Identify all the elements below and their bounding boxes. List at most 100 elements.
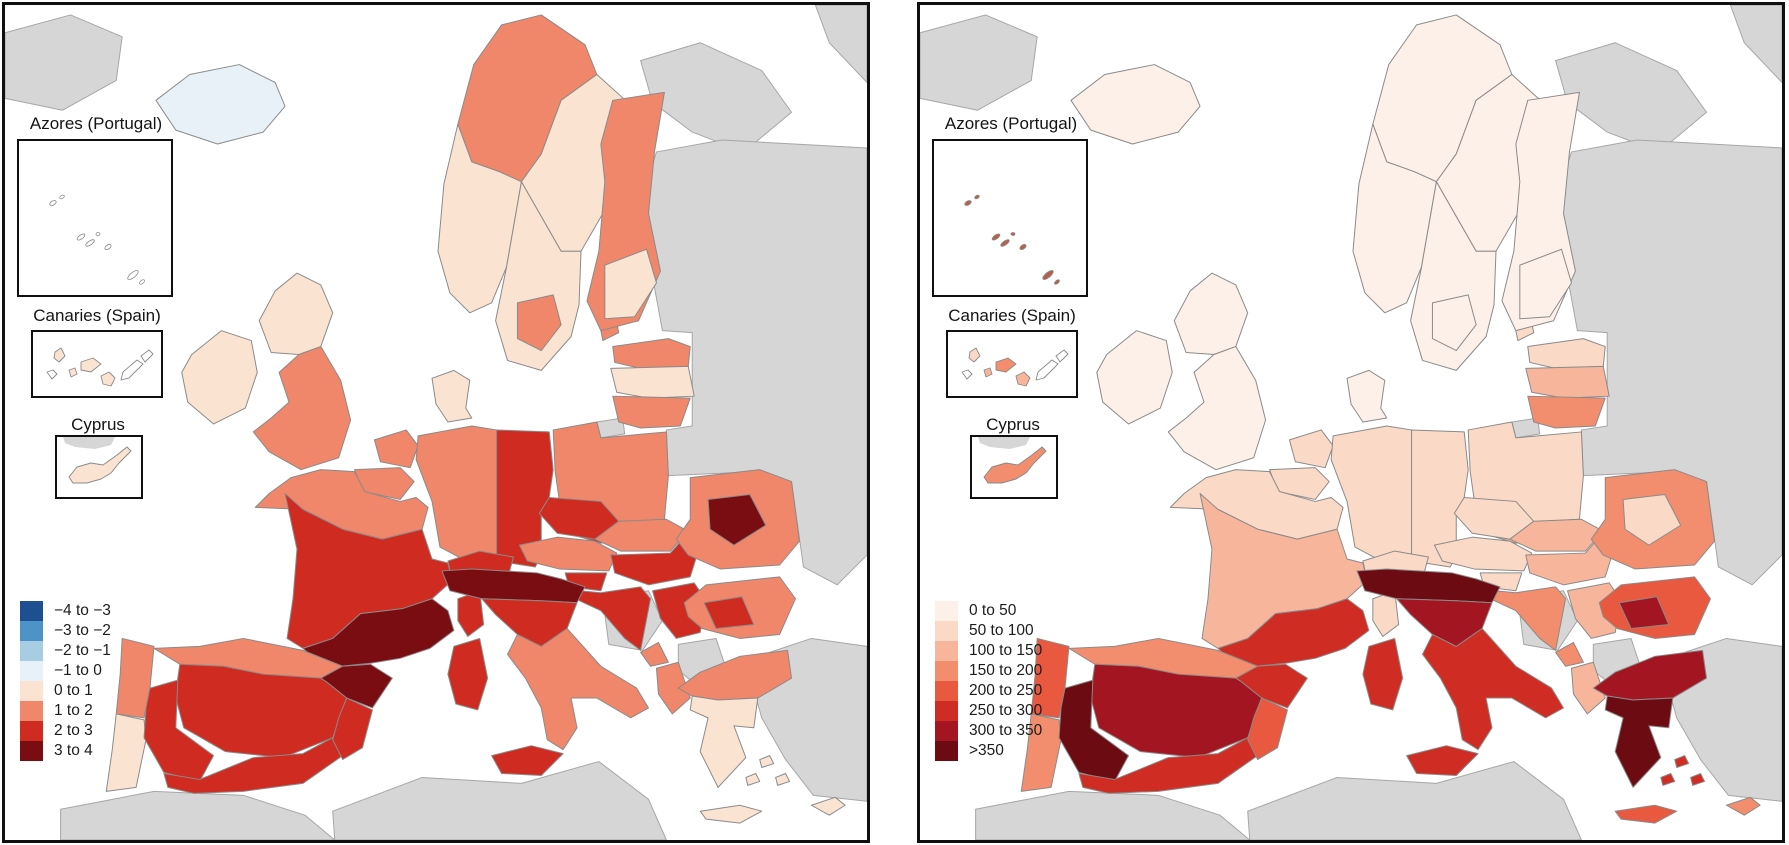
region-cyprus-map [810, 796, 846, 816]
region-italy-north [441, 568, 586, 604]
azores-island [49, 200, 57, 206]
azores-islands-map [49, 194, 145, 285]
azores-island [127, 270, 139, 280]
legend-item: 250 to 300 [935, 701, 1042, 721]
inset-label-cyprus: Cyprus [986, 415, 1040, 434]
legend-item: 200 to 250 [935, 681, 1042, 701]
region-uk-england [1167, 346, 1267, 471]
region-aegean-2 [1690, 772, 1706, 786]
region-uk-scotland [258, 272, 334, 355]
azores-island [1042, 270, 1054, 280]
legend-swatch [20, 681, 43, 701]
canary-hierro [961, 369, 973, 380]
canary-gomera [983, 367, 993, 378]
legend-label: 0 to 50 [969, 602, 1017, 619]
europe-choropleth-left [5, 5, 867, 840]
region-hungary [610, 534, 701, 586]
canary-tenerife [80, 357, 102, 373]
canary-fuerteventura [1035, 359, 1059, 381]
region-greece-south [689, 695, 759, 788]
canary-lanzarote [1055, 349, 1069, 363]
legend-item: 50 to 100 [935, 621, 1042, 641]
canary-lanzarote [140, 349, 154, 363]
legend-swatch [935, 641, 958, 661]
region-sicily [491, 745, 564, 776]
region-cyprus-map [1725, 796, 1761, 816]
legend-item: 1 to 2 [20, 701, 111, 721]
europe-choropleth-right [920, 5, 1782, 840]
azores-island [991, 233, 1001, 241]
region-denmark [431, 369, 473, 423]
region-albania [655, 661, 691, 715]
legend-label: 2 to 3 [54, 722, 93, 739]
land-africa-west [60, 790, 336, 840]
legend-item: −2 to −1 [20, 641, 111, 661]
region-estonia [1527, 338, 1606, 369]
azores-island [1010, 232, 1016, 236]
canary-hierro [46, 369, 58, 380]
legend-swatch [20, 721, 43, 741]
legend-label: −1 to 0 [54, 662, 102, 679]
region-germany-west [1330, 425, 1413, 564]
land-russia-belarus-ukraine [640, 139, 867, 586]
map-panel-right: Azores (Portugal) Canaries (Spain) Cypru… [917, 2, 1785, 843]
legend-swatch [935, 621, 958, 641]
region-romania-center [1622, 493, 1682, 546]
region-aegean-1 [759, 755, 775, 769]
region-aegean-3 [1660, 772, 1676, 786]
inset-box-azores [17, 139, 173, 297]
legend-swatch [20, 701, 43, 721]
legend-label: 250 to 300 [969, 702, 1043, 719]
region-sicily [1406, 745, 1479, 776]
region-poland [1467, 421, 1584, 524]
region-france-north [254, 469, 429, 540]
land-greenland [5, 14, 123, 111]
azores-island [1019, 244, 1027, 250]
region-uk-england [252, 346, 352, 471]
region-montenegro [640, 641, 669, 667]
region-montenegro [1555, 641, 1584, 667]
region-sweden-smaland [516, 294, 562, 352]
legend-item: 0 to 50 [935, 601, 1042, 621]
legend-swatch [935, 741, 958, 761]
inset-label-cyprus: Cyprus [71, 415, 125, 434]
region-portugal-south [105, 713, 147, 792]
color-legend: −4 to −3 −3 to −2 −2 to −1 −1 to 0 0 to 1 1 t… [20, 601, 111, 761]
inset-box-canaries [31, 330, 163, 398]
region-uk-scotland [1173, 272, 1249, 355]
canaries-islands-map [961, 347, 1069, 387]
region-iceland [1070, 64, 1201, 145]
canary-palma [53, 347, 66, 363]
land-africa-east [332, 761, 667, 840]
region-italy-south [507, 628, 650, 751]
region-netherlands [373, 429, 419, 469]
region-ireland [181, 330, 258, 425]
legend-item: −1 to 0 [20, 661, 111, 681]
azores-island [139, 279, 145, 285]
cyprus-island [68, 446, 132, 484]
region-portugal-north [1030, 637, 1070, 719]
canary-grancanaria [1015, 371, 1031, 387]
inset-label-canaries: Canaries (Spain) [948, 306, 1076, 325]
legend-swatch [20, 601, 43, 621]
region-bulgaria-south [1618, 596, 1670, 630]
region-latvia [610, 365, 695, 399]
inset-label-azores: Azores (Portugal) [29, 114, 163, 133]
region-estonia [612, 338, 691, 369]
region-finland-center [604, 248, 657, 320]
inset-box-canaries [946, 330, 1078, 398]
land-russia-belarus-ukraine [1555, 139, 1782, 586]
region-iceland [155, 64, 286, 145]
legend-label: 100 to 150 [969, 642, 1043, 659]
canary-fuerteventura [120, 359, 144, 381]
inset-box-azores [932, 139, 1088, 297]
region-aegean-1 [1674, 755, 1690, 769]
legend-item: 300 to 350 [935, 721, 1042, 741]
inset-label-canaries: Canaries (Spain) [33, 306, 161, 325]
region-romania-center [707, 493, 767, 546]
region-latvia [1525, 365, 1610, 399]
legend-label: −3 to −2 [54, 622, 111, 639]
region-spain-east [332, 697, 373, 761]
region-sweden-smaland [1431, 294, 1477, 352]
azores-island [964, 200, 972, 206]
